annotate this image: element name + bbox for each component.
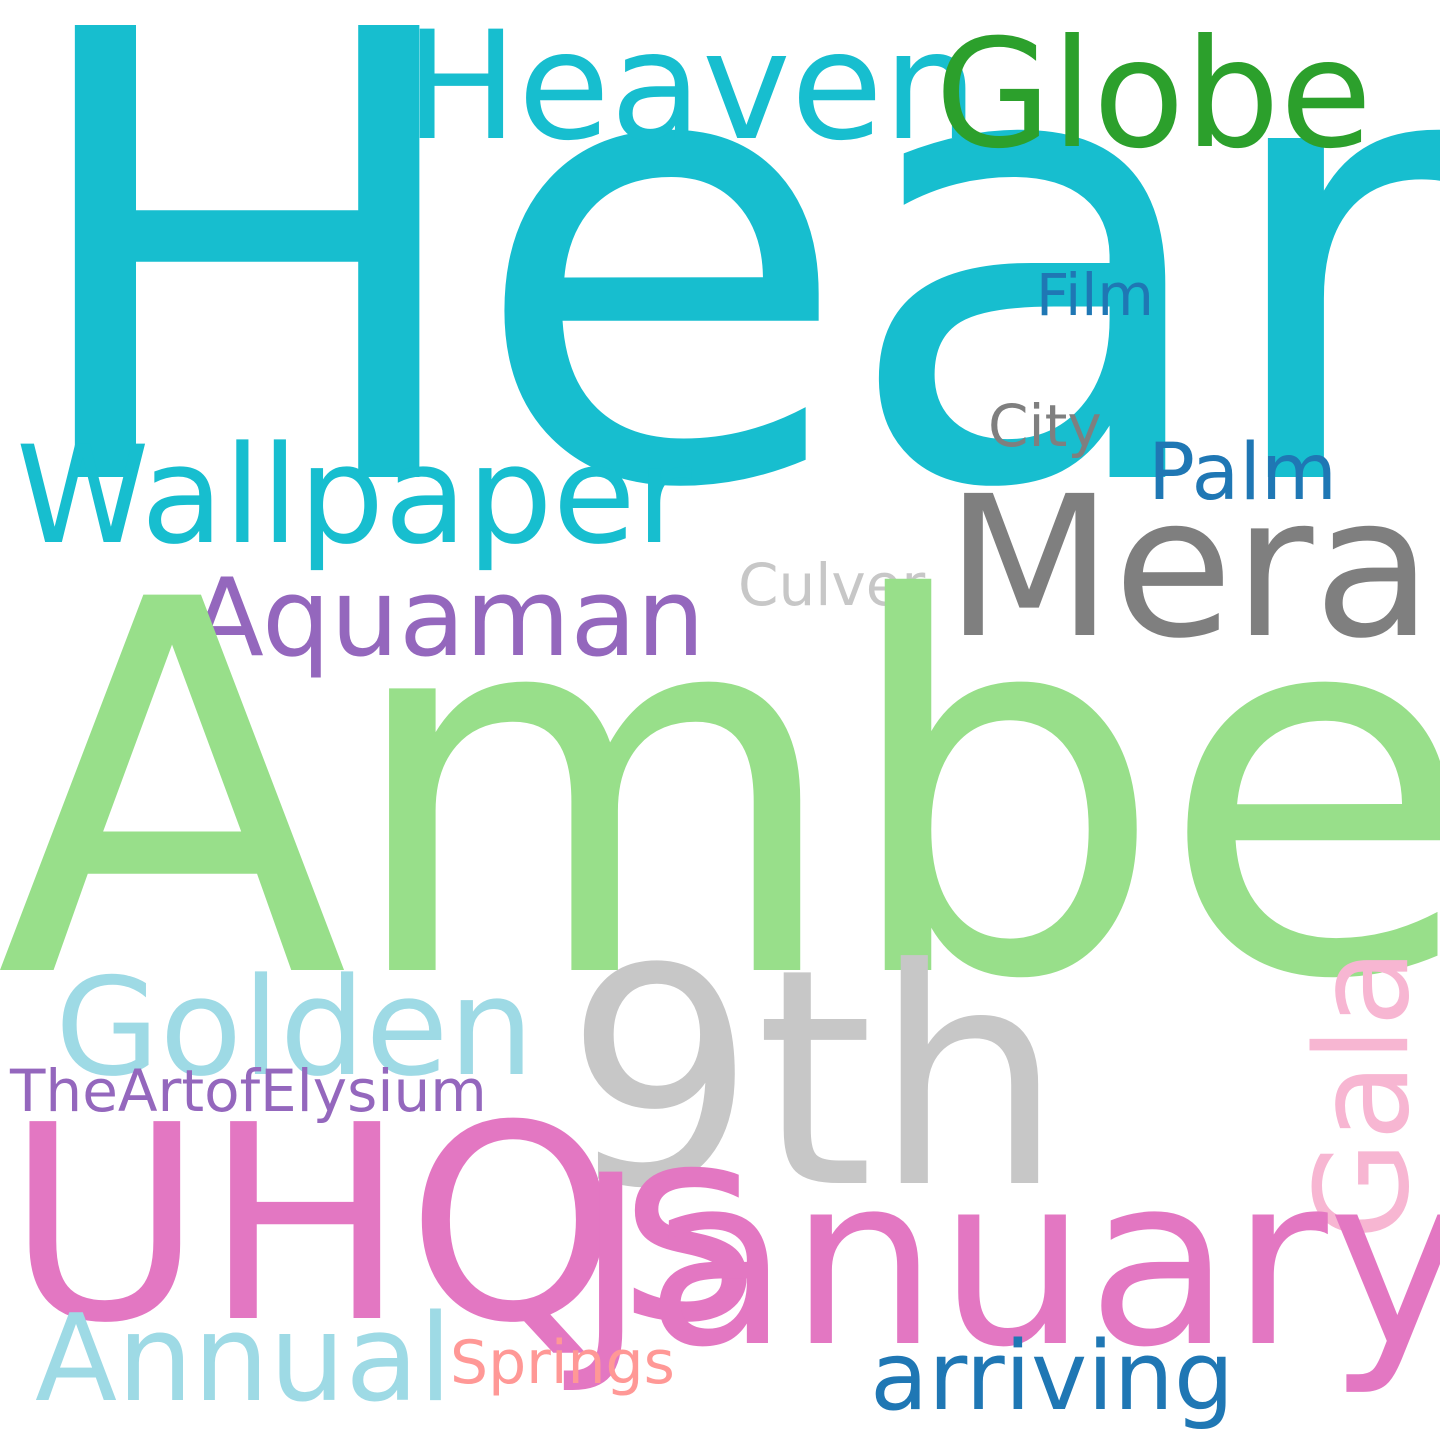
word-golden: Golden [55,949,535,1106]
word-aquaman: Aquaman [190,556,706,681]
word-mera: Mera [945,454,1433,681]
word-arriving: arriving [870,1322,1235,1432]
word-culver: Culver [738,551,926,619]
word-amber: Amber [0,493,1440,1092]
word-springs: Springs [450,1328,675,1398]
word-city: City [988,392,1102,460]
word-uhqs: UHQs [6,1067,760,1382]
word-film: Film [1036,261,1154,329]
word-wallpaper: Wallpaper [16,417,692,574]
word-january: January [576,1126,1440,1399]
word-heard: Heard [14,0,1440,624]
word-annual: Annual [35,1290,453,1429]
word-9th: 9th [565,905,1064,1254]
word-palm: Palm [1148,428,1337,518]
word-globe: Globe [935,8,1373,182]
word-theartofelysium: TheArtofElysium [10,1057,487,1125]
word-heaven: Heaven [405,0,979,174]
